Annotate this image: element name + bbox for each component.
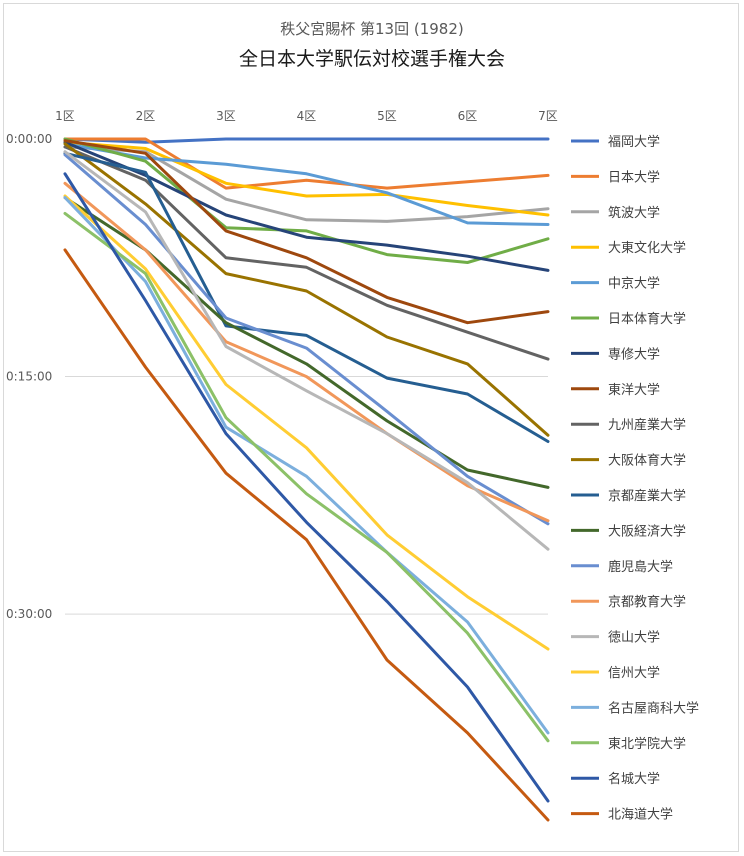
series-line xyxy=(63,172,550,803)
legend-label: 東洋大学 xyxy=(608,382,660,398)
x-tick-label: 4区 xyxy=(297,109,317,123)
legend: 福岡大学日本大学筑波大学大東文化大学中京大学日本体育大学専修大学東洋大学九州産業… xyxy=(571,134,699,823)
x-tick-label: 1区 xyxy=(55,109,75,123)
legend-item: 名古屋商科大学 xyxy=(571,700,699,716)
series-line xyxy=(63,194,550,651)
legend-item: 日本体育大学 xyxy=(571,311,686,327)
legend-label: 北海道大学 xyxy=(608,807,673,823)
legend-item: 信州大学 xyxy=(571,665,660,681)
series-line xyxy=(63,196,550,489)
series-line xyxy=(63,137,550,264)
y-tick-label: 0:00:00 xyxy=(6,132,52,146)
series-line xyxy=(63,142,550,437)
legend-item: 筑波大学 xyxy=(571,205,660,221)
x-axis-labels: 1区 2区 3区 4区 5区 6区 7区 xyxy=(55,109,558,123)
series-line xyxy=(63,248,550,822)
legend-label: 大東文化大学 xyxy=(608,240,686,256)
legend-item: 専修大学 xyxy=(571,346,660,362)
legend-label: 専修大学 xyxy=(608,346,660,362)
legend-item: 名城大学 xyxy=(571,771,660,787)
chart-title: 全日本大学駅伝対校選手権大会 xyxy=(238,48,505,70)
legend-item: 北海道大学 xyxy=(571,807,673,823)
series-line xyxy=(63,139,550,325)
legend-item: 福岡大学 xyxy=(571,134,660,150)
chart-frame xyxy=(3,3,739,852)
chart-subtitle: 秩父宮賜杯 第13回 (1982) xyxy=(280,20,464,38)
legend-label: 筑波大学 xyxy=(608,205,660,221)
legend-label: 京都産業大学 xyxy=(608,488,686,504)
x-tick-label: 6区 xyxy=(458,109,478,123)
x-tick-label: 5区 xyxy=(377,109,397,123)
legend-label: 東北学院大学 xyxy=(608,736,686,752)
y-tick-label: 0:15:00 xyxy=(6,370,52,384)
legend-label: 名古屋商科大学 xyxy=(608,700,699,716)
legend-item: 中京大学 xyxy=(571,276,660,292)
legend-label: 名城大学 xyxy=(608,771,660,787)
x-tick-label: 2区 xyxy=(136,109,156,123)
x-tick-label: 3区 xyxy=(216,109,236,123)
legend-item: 大阪体育大学 xyxy=(571,453,686,469)
legend-label: 日本体育大学 xyxy=(608,311,686,327)
legend-label: 日本大学 xyxy=(608,169,660,185)
series-line xyxy=(63,196,550,735)
legend-label: 徳山大学 xyxy=(608,630,660,646)
legend-item: 東洋大学 xyxy=(571,382,660,398)
y-tick-label: 0:30:00 xyxy=(6,607,52,621)
series-line xyxy=(63,145,550,361)
legend-label: 福岡大学 xyxy=(608,134,660,150)
legend-label: 中京大学 xyxy=(608,276,660,292)
series-line xyxy=(63,137,550,144)
legend-item: 徳山大学 xyxy=(571,630,660,646)
legend-item: 大東文化大学 xyxy=(571,240,686,256)
legend-label: 信州大学 xyxy=(608,665,660,681)
series-line xyxy=(63,145,550,223)
legend-item: 東北学院大学 xyxy=(571,736,686,752)
series-line xyxy=(63,142,550,226)
series-lines xyxy=(63,137,550,822)
series-line xyxy=(63,153,550,526)
legend-item: 京都産業大学 xyxy=(571,488,686,504)
y-axis-labels: 0:00:00 0:15:00 0:30:00 xyxy=(6,132,52,621)
series-line xyxy=(63,150,550,551)
legend-item: 京都教育大学 xyxy=(571,594,686,610)
legend-label: 京都教育大学 xyxy=(608,594,686,610)
legend-label: 大阪体育大学 xyxy=(608,453,686,469)
series-line xyxy=(63,181,550,523)
legend-label: 九州産業大学 xyxy=(608,417,686,433)
legend-item: 日本大学 xyxy=(571,169,660,185)
series-line xyxy=(63,137,550,190)
series-line xyxy=(63,151,550,443)
legend-item: 大阪経済大学 xyxy=(571,523,686,539)
x-tick-label: 7区 xyxy=(538,109,558,123)
legend-label: 鹿児島大学 xyxy=(608,559,673,575)
legend-label: 大阪経済大学 xyxy=(608,523,686,539)
series-line xyxy=(63,211,550,743)
legend-item: 九州産業大学 xyxy=(571,417,686,433)
legend-item: 鹿児島大学 xyxy=(571,559,673,575)
series-line xyxy=(63,140,550,217)
